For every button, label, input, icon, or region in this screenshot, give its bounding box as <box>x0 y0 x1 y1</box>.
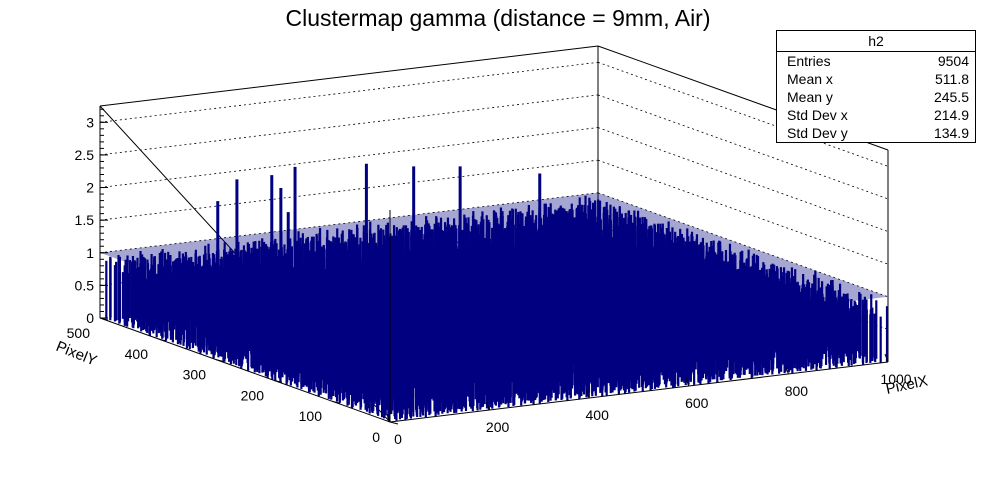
back-top-edge <box>100 46 598 106</box>
histogram-bars <box>100 164 888 421</box>
z-gridline <box>100 128 598 188</box>
z-gridline <box>100 95 598 155</box>
chart-title: Clustermap gamma (distance = 9mm, Air) <box>286 5 711 31</box>
z-gridline <box>100 62 598 122</box>
